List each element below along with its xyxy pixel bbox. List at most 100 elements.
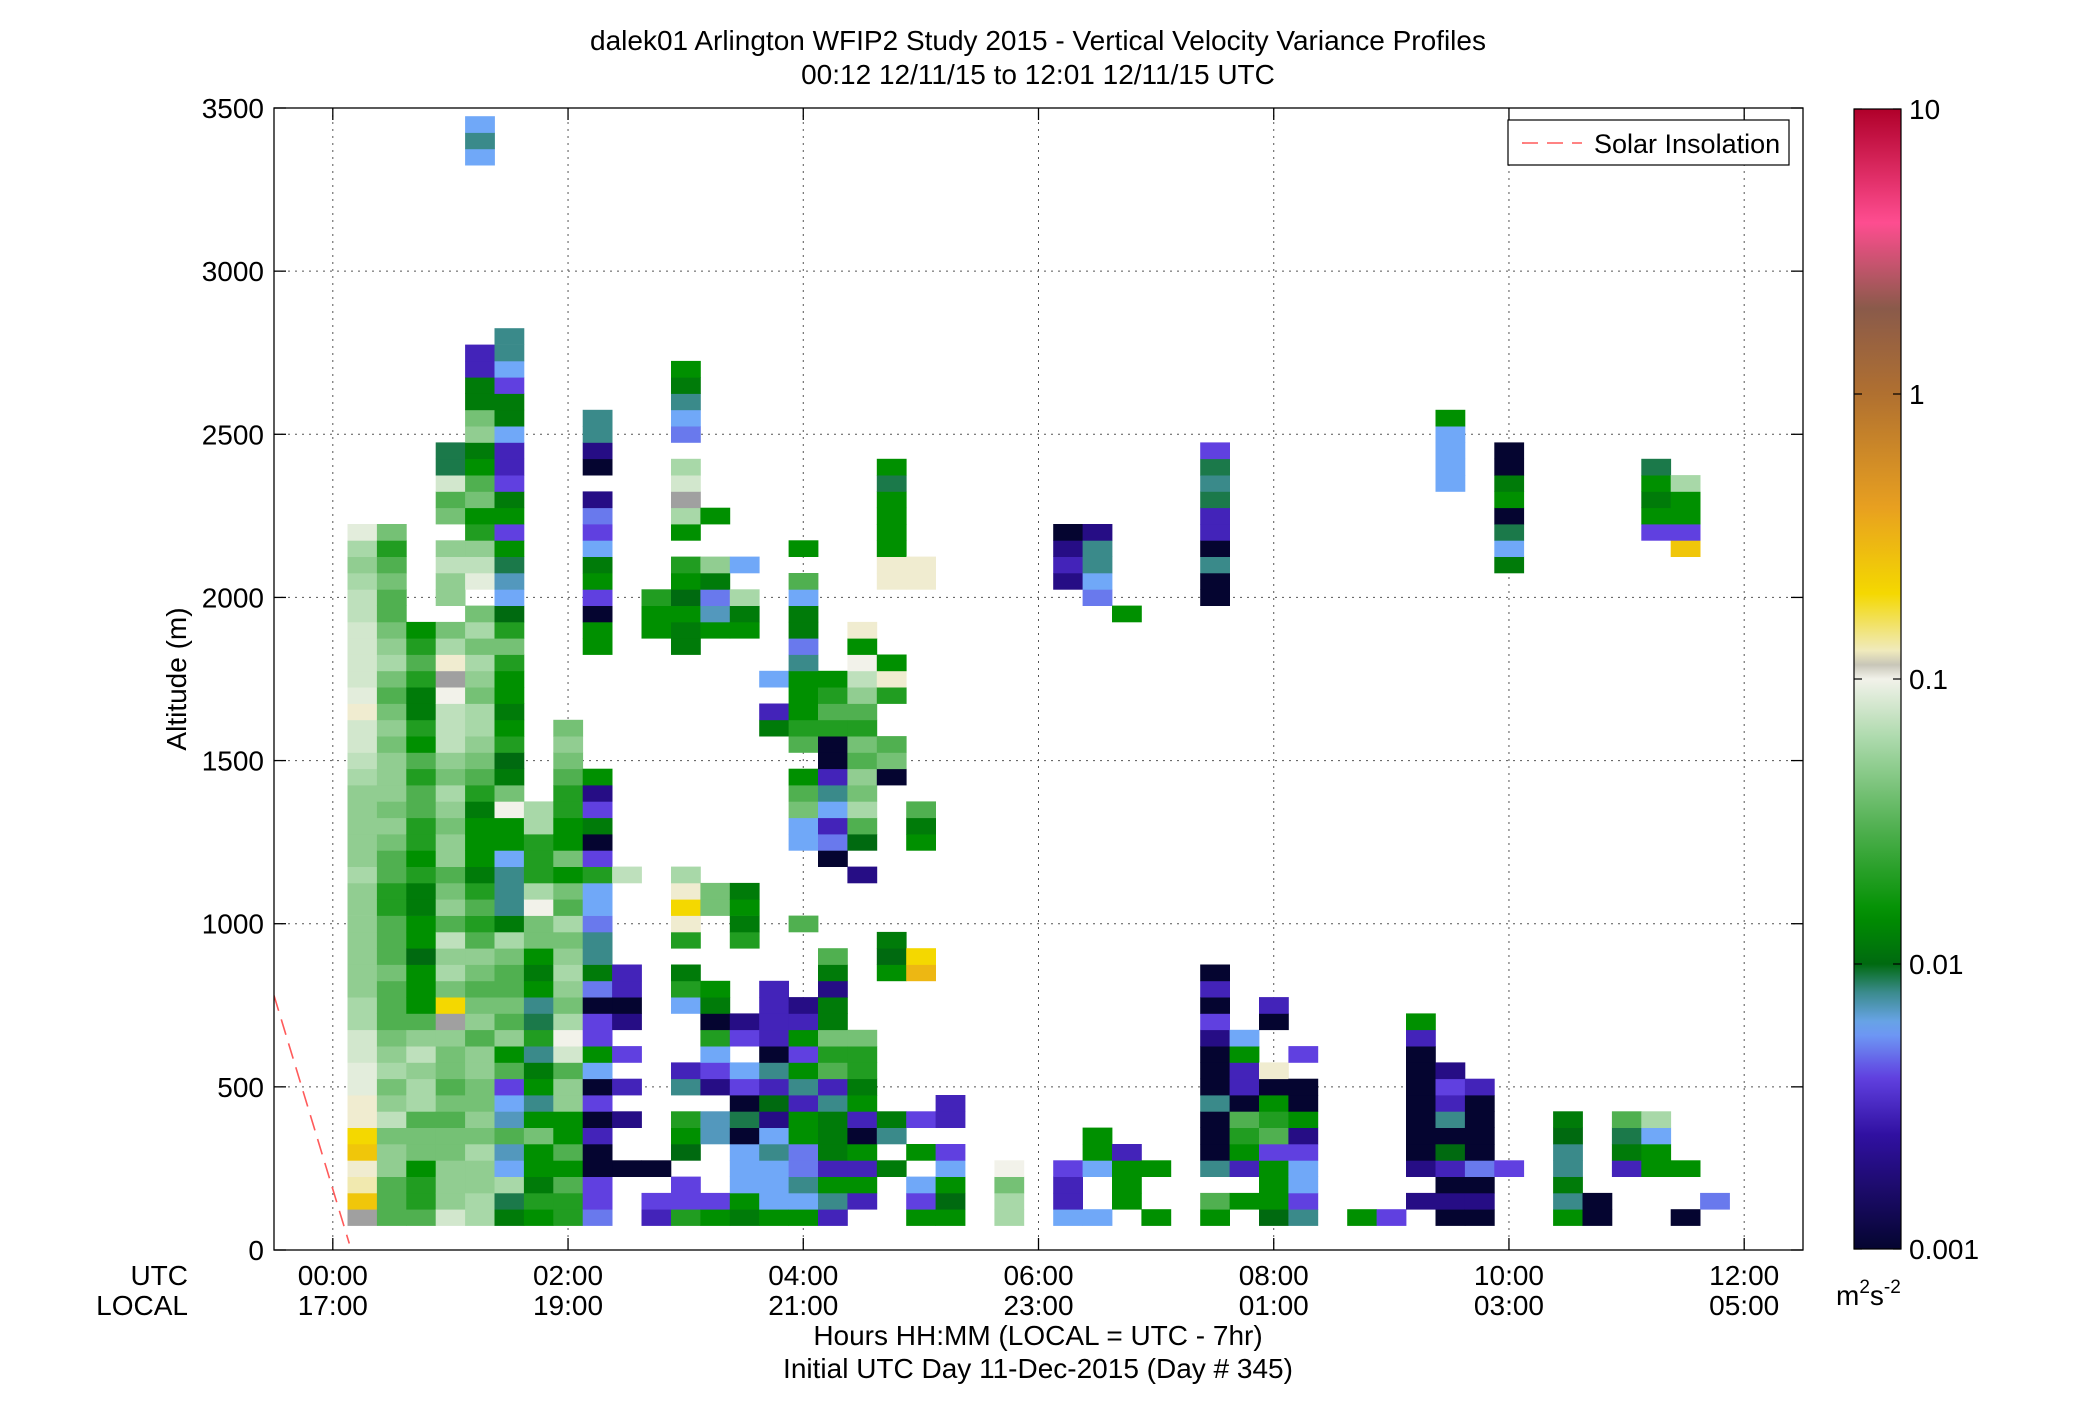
heatmap-cell [347, 931, 378, 949]
heatmap-cell [847, 1062, 878, 1080]
heatmap-cell [876, 524, 907, 541]
heatmap-cell [1641, 1127, 1672, 1145]
heatmap-cell [818, 752, 848, 770]
heatmap-cell [465, 1144, 495, 1161]
heatmap-cell [523, 915, 554, 933]
heatmap-cell [465, 1078, 495, 1096]
heatmap-cell [523, 834, 554, 851]
x-tick-label-utc: 12:00 [1709, 1260, 1779, 1291]
heatmap-cell [1200, 980, 1230, 998]
heatmap-cell [847, 687, 878, 704]
heatmap-cell [1229, 1046, 1260, 1063]
heatmap-cell [406, 719, 437, 737]
heatmap-cell [523, 882, 554, 900]
heatmap-cell [906, 1192, 936, 1210]
heatmap-cell [729, 1078, 760, 1096]
heatmap-cell [1464, 1176, 1495, 1194]
heatmap-cell [729, 882, 760, 900]
heatmap-cell [376, 1144, 407, 1161]
y-tick-label: 1000 [202, 909, 264, 940]
heatmap-cell [759, 1046, 789, 1063]
heatmap-cell [435, 980, 466, 998]
heatmap-cell [523, 1046, 554, 1063]
heatmap-cell [700, 1046, 731, 1063]
heatmap-cell [1700, 1192, 1730, 1210]
heatmap-cell [494, 507, 525, 525]
heatmap-cell [494, 458, 525, 476]
heatmap-cell [1553, 1127, 1583, 1145]
heatmap-cell [1053, 1209, 1083, 1226]
y-tick-label: 0 [248, 1235, 264, 1266]
heatmap-cell [818, 964, 848, 982]
heatmap-cell [671, 426, 701, 443]
heatmap-cell [788, 915, 819, 933]
heatmap-cell [1112, 1160, 1142, 1177]
heatmap-cell [1406, 1111, 1436, 1128]
heatmap-cell [876, 768, 907, 786]
heatmap-cell [347, 785, 378, 802]
heatmap-cell [1053, 1176, 1083, 1194]
heatmap-cell [582, 1013, 613, 1031]
heatmap-cell [376, 573, 407, 590]
heatmap-cell [847, 670, 878, 688]
heatmap-cell [847, 703, 878, 721]
heatmap-cell [788, 834, 819, 851]
heatmap-cell [1670, 524, 1701, 541]
heatmap-cell [553, 834, 584, 851]
heatmap-cell [1053, 540, 1083, 557]
heatmap-cell [582, 442, 613, 460]
heatmap-cell [523, 817, 554, 835]
heatmap-cell [1376, 1209, 1407, 1226]
heatmap-cell [582, 1192, 613, 1210]
heatmap-cell [465, 834, 495, 851]
heatmap-cell [406, 768, 437, 786]
heatmap-cell [494, 899, 525, 916]
heatmap-cell [1259, 1078, 1289, 1096]
heatmap-cell [523, 1111, 554, 1128]
heatmap-cell [435, 670, 466, 688]
heatmap-cell [1259, 1095, 1289, 1112]
heatmap-cell [700, 1029, 731, 1047]
y-tick-label: 2500 [202, 419, 264, 450]
heatmap-cell [376, 801, 407, 819]
heatmap-cell [847, 638, 878, 655]
heatmap-cell [671, 393, 701, 411]
heatmap-cell [465, 785, 495, 802]
heatmap-cell [729, 1176, 760, 1194]
heatmap-cell [465, 687, 495, 704]
heatmap-cell [906, 1176, 936, 1194]
heatmap-cell [935, 1176, 966, 1194]
heatmap-cell [671, 866, 701, 884]
heatmap-cell [553, 1078, 584, 1096]
heatmap-cell [847, 719, 878, 737]
local-row-label: LOCAL [96, 1290, 188, 1321]
heatmap-cell [465, 719, 495, 737]
heatmap-cell [847, 817, 878, 835]
heatmap-cell [494, 834, 525, 851]
heatmap-cell [1553, 1160, 1583, 1177]
heatmap-cell [612, 1160, 642, 1177]
heatmap-cell [347, 948, 378, 965]
heatmap-cell [1494, 556, 1525, 574]
heatmap-cell [1464, 1192, 1495, 1210]
heatmap-cell [582, 801, 613, 819]
legend-label-solar-insolation: Solar Insolation [1594, 129, 1780, 159]
heatmap-cell [1494, 1160, 1525, 1177]
heatmap-cell [1288, 1209, 1319, 1226]
heatmap-cell [523, 1209, 554, 1226]
heatmap-cell [788, 1029, 819, 1047]
heatmap-cell [729, 1013, 760, 1031]
heatmap-cell [1464, 1144, 1495, 1161]
heatmap-cell [1435, 1078, 1466, 1096]
heatmap-cell [347, 834, 378, 851]
heatmap-cell [553, 719, 584, 737]
heatmap-cell [376, 1062, 407, 1080]
heatmap-cell [435, 1160, 466, 1177]
heatmap-cell [1435, 426, 1466, 443]
heatmap-cell [906, 801, 936, 819]
heatmap-cell [494, 540, 525, 557]
heatmap-cell [582, 768, 613, 786]
heatmap-cell [1406, 1095, 1436, 1112]
heatmap-cell [582, 573, 613, 590]
heatmap-cell [788, 540, 819, 557]
